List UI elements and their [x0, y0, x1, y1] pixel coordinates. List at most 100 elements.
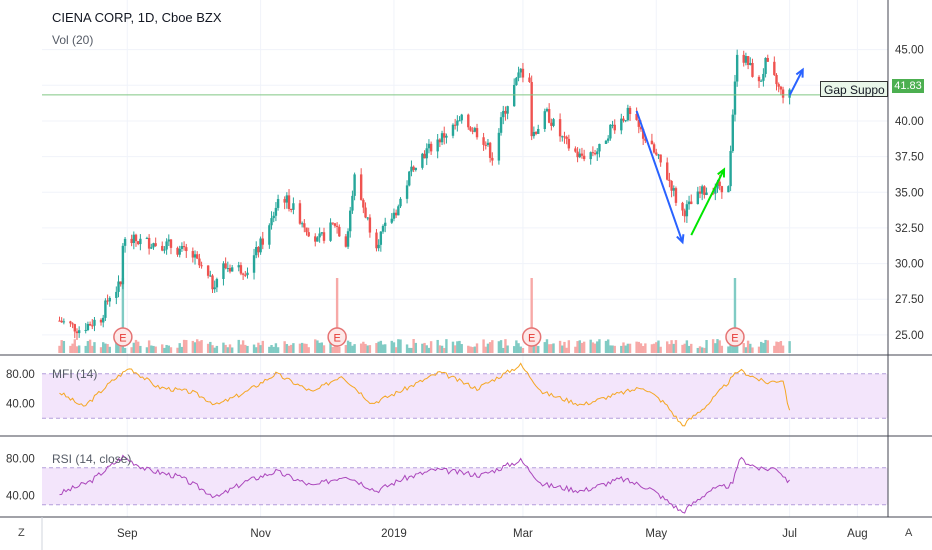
volume-bar — [644, 343, 647, 353]
indicator-band-fill — [42, 373, 888, 419]
candle-body — [425, 148, 428, 159]
candle-body — [690, 201, 693, 205]
volume-bar — [285, 344, 289, 353]
volume-bar — [60, 340, 63, 353]
price-tick-label[interactable]: 45.00 — [895, 45, 924, 57]
auto-scale-button[interactable]: A — [905, 527, 913, 539]
rsi-tick-label[interactable]: 80.00 — [6, 454, 35, 466]
candle-body — [604, 140, 608, 144]
mfi-tick-label[interactable]: 80.00 — [6, 369, 35, 381]
candle-body — [547, 109, 551, 123]
volume-bar — [58, 345, 61, 353]
candle-body — [93, 319, 96, 326]
volume-bar — [364, 343, 367, 353]
volume-bar — [475, 343, 479, 353]
time-tick-label[interactable]: Jul — [782, 528, 797, 540]
volume-bar — [550, 344, 553, 353]
candle-body — [515, 77, 518, 85]
earnings-marker-circle[interactable] — [725, 327, 745, 347]
candle-body — [558, 119, 562, 137]
earnings-marker-label[interactable]: E — [119, 333, 126, 345]
candle-body — [639, 126, 643, 130]
candle-body — [290, 208, 293, 210]
candle-body — [287, 195, 291, 209]
volume-bar — [628, 343, 632, 353]
volume-bar — [394, 347, 398, 353]
time-tick-label[interactable]: Aug — [847, 528, 867, 540]
price-tick-label[interactable]: 25.00 — [895, 330, 924, 342]
volume-bar — [622, 342, 625, 353]
price-axis[interactable]: 45.0042.5040.0037.5035.0032.5030.0027.50… — [6, 45, 924, 503]
candle-body — [655, 152, 658, 155]
volume-bar — [300, 342, 304, 353]
time-tick-label[interactable]: Nov — [250, 528, 271, 540]
volume-bar — [333, 343, 337, 353]
candle-body — [349, 210, 352, 232]
candle-body — [519, 68, 522, 73]
time-tick-label[interactable]: Sep — [117, 528, 137, 540]
volume-bar — [276, 347, 280, 353]
candle-body — [598, 143, 601, 152]
candle-body — [764, 57, 767, 74]
price-tick-label[interactable]: 40.00 — [895, 116, 924, 128]
volume-bar — [703, 347, 706, 353]
volume-bar — [499, 340, 503, 353]
earnings-marker-label[interactable]: E — [528, 333, 535, 345]
volume-bar — [209, 341, 212, 353]
volume-bar — [532, 345, 536, 353]
volume-bar — [781, 345, 785, 353]
price-tick-label[interactable]: 35.00 — [895, 187, 924, 199]
earnings-marker-circle[interactable] — [521, 327, 542, 347]
candle-body — [626, 107, 630, 121]
candle-body — [351, 195, 354, 211]
volume-bar — [760, 341, 763, 353]
time-tick-label[interactable]: 2019 — [381, 528, 407, 540]
volume-bar — [71, 343, 74, 353]
mfi-tick-label[interactable]: 40.00 — [6, 398, 35, 410]
time-tick-label[interactable]: May — [645, 528, 667, 540]
volume-bar — [543, 342, 546, 353]
volume-bar — [460, 344, 463, 353]
earnings-marker-circle[interactable] — [327, 327, 347, 347]
volume-bar — [305, 343, 308, 353]
time-tick-label[interactable]: Mar — [513, 528, 533, 540]
candle-body — [206, 265, 210, 276]
candle-body — [685, 204, 689, 217]
mfi-line — [59, 362, 791, 427]
time-axis[interactable]: Sep Nov 2019 Mar May Jul Aug — [117, 528, 868, 540]
volume-bar — [484, 346, 487, 353]
volume-bar — [563, 341, 566, 353]
volume-bar — [102, 342, 105, 353]
candle-body — [224, 263, 227, 269]
earnings-marker-label[interactable]: E — [333, 333, 340, 345]
volume-bar — [222, 342, 225, 353]
volume-bar — [681, 344, 684, 353]
volume-bar — [335, 278, 339, 353]
volume-bar — [458, 340, 461, 353]
candle-body — [720, 186, 724, 193]
price-tick-label[interactable]: 27.50 — [895, 294, 924, 306]
price-tick-label[interactable]: 30.00 — [895, 259, 924, 271]
price-tick-label[interactable]: 37.50 — [895, 152, 924, 164]
volume-bar — [145, 347, 149, 353]
zoom-button[interactable]: Z — [18, 527, 25, 539]
price-tick-label[interactable]: 32.50 — [895, 223, 924, 235]
volume-bar — [519, 346, 522, 353]
volume-bar — [180, 346, 184, 353]
volume-bar — [290, 344, 293, 353]
volume-bar — [576, 341, 579, 353]
volume-bar — [764, 339, 767, 353]
volume-bar — [108, 346, 111, 353]
candle-body — [620, 118, 623, 131]
candle-body — [773, 61, 776, 75]
volume-bar — [421, 343, 424, 353]
candle-body — [91, 325, 94, 327]
rsi-tick-label[interactable]: 40.00 — [6, 491, 35, 503]
volume-bar — [757, 346, 761, 353]
earnings-marker-circle[interactable] — [113, 327, 133, 347]
candle-body — [364, 207, 367, 218]
gap-support-label[interactable]: Gap Suppo — [820, 81, 888, 97]
earnings-marker-label[interactable]: E — [731, 333, 738, 345]
